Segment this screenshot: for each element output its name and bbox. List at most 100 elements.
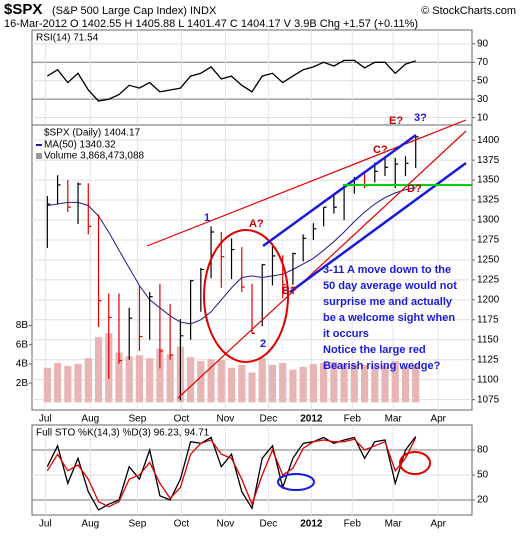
note-line: Bearish rising wedge? [323, 360, 441, 372]
annotation: A? [249, 218, 264, 230]
y-tick-label: 1350 [477, 175, 500, 186]
volume-bar [248, 372, 256, 403]
y-tick-label: 50 [477, 470, 489, 481]
volume-bar [197, 361, 205, 403]
volume-bar [227, 367, 236, 403]
copyright: © StockCharts.com [421, 5, 516, 17]
ma-line [47, 187, 416, 325]
volume-bar [391, 361, 399, 403]
y-tick-label: 90 [477, 38, 489, 49]
volume-bar [238, 364, 246, 403]
note-line: surprise me and actually [323, 296, 453, 308]
volume-bar [135, 355, 144, 403]
note-line: it occurs [323, 328, 369, 340]
y-tick-label: 1250 [477, 255, 500, 266]
note-line: be a welcome sight when [323, 312, 455, 324]
volume-bar [371, 365, 379, 403]
x-tick-label: 2012 [300, 414, 323, 425]
y-tick-label: 30 [477, 94, 489, 105]
volume-bar [350, 364, 358, 403]
series-line [46, 437, 417, 508]
volume-bar [54, 362, 62, 403]
note-line: Notice the large red [323, 344, 426, 356]
x-tick-label: Aug [81, 414, 99, 425]
y-tick-label: 1175 [477, 314, 499, 325]
volume-bar [381, 365, 389, 403]
volume-tick-label: 8B [16, 320, 29, 331]
annotation: 2 [260, 338, 266, 350]
x-tick-label: Sep [128, 519, 146, 530]
volume-bar [74, 363, 82, 403]
x-tick-label: Nov [216, 519, 234, 530]
volume-bar [401, 366, 410, 403]
y-tick-label: 1325 [477, 195, 500, 206]
drawings: 1 A? 2 B? C? D? E? 3? 3-11 A move down t… [146, 112, 472, 491]
x-tick-label: 2012 [300, 519, 323, 530]
volume-bar [279, 362, 287, 403]
sto-oval [277, 473, 315, 491]
volume-tick-label: 4B [16, 359, 29, 370]
volume-bar [340, 363, 348, 403]
panels: 90 70 50 30 10 RSI(14) 71.54 1400 1375 1350 1325 1… [16, 29, 500, 530]
y-tick-label: 1150 [477, 334, 499, 345]
volume-bar [268, 364, 277, 403]
annotation: 3? [414, 112, 427, 124]
volume-bar [115, 352, 123, 403]
x-tick-label: Jul [39, 519, 52, 530]
annotation: 1 [204, 212, 210, 224]
volume-bar [217, 360, 225, 403]
volume-bar [166, 354, 174, 403]
legend-ma: MA(50) 1340.32 [44, 140, 116, 151]
y-tick-label: 1225 [477, 275, 500, 286]
x-tick-label: Dec [259, 414, 277, 425]
legend-swatch [36, 153, 42, 159]
annotation: B? [282, 285, 297, 297]
annotation: D? [407, 183, 422, 195]
x-tick-label: Feb [344, 519, 362, 530]
y-tick-label: 80 [477, 445, 489, 456]
panel-label: Full STO %K(14,3) %D(3) 96.23, 94.71 [36, 428, 210, 439]
volume-bar [207, 359, 215, 403]
volume-bar [64, 365, 72, 403]
volume-bar [289, 369, 297, 403]
x-tick-label: Oct [174, 519, 190, 530]
note-line: 3-11 A move down to the [323, 264, 451, 276]
panel-label: RSI(14) 71.54 [36, 33, 99, 44]
volume-bar [187, 357, 195, 403]
x-tick-label: Sep [128, 414, 146, 425]
y-tick-label: 1100 [477, 374, 499, 385]
wedge-bottom [177, 130, 467, 399]
x-tick-label: Apr [430, 519, 446, 530]
y-tick-label: 20 [477, 495, 489, 506]
y-tick-label: 1375 [477, 155, 500, 166]
volume-bar [360, 364, 369, 403]
x-tick-label: Dec [259, 519, 277, 530]
y-tick-label: 1275 [477, 235, 500, 246]
note-line: 50 day average would not [323, 280, 457, 292]
y-tick-label: 50 [477, 75, 489, 86]
y-tick-label: 70 [477, 57, 489, 68]
x-tick-label: Mar [385, 414, 403, 425]
volume-bar [84, 358, 92, 403]
volume-bar [320, 362, 328, 403]
wedge-top [146, 119, 467, 247]
volume-bar [156, 348, 164, 403]
channel-top [262, 133, 417, 248]
y-tick-label: 1300 [477, 215, 500, 226]
symbol-name: (S&P 500 Large Cap Index) INDX [52, 5, 217, 17]
y-tick-label: 1400 [477, 135, 500, 146]
y-tick-label: 1075 [477, 394, 500, 405]
volume-bar [146, 358, 154, 403]
volume-bar [299, 366, 307, 403]
volume-bar [258, 358, 266, 403]
volume-bar [125, 356, 133, 403]
x-tick-label: Oct [174, 414, 190, 425]
x-tick-label: Nov [216, 414, 234, 425]
x-tick-label: Aug [81, 519, 99, 530]
x-tick-label: Feb [344, 414, 362, 425]
x-tick-label: Jul [39, 414, 52, 425]
volume-bar [330, 362, 338, 403]
series-line [46, 59, 416, 102]
